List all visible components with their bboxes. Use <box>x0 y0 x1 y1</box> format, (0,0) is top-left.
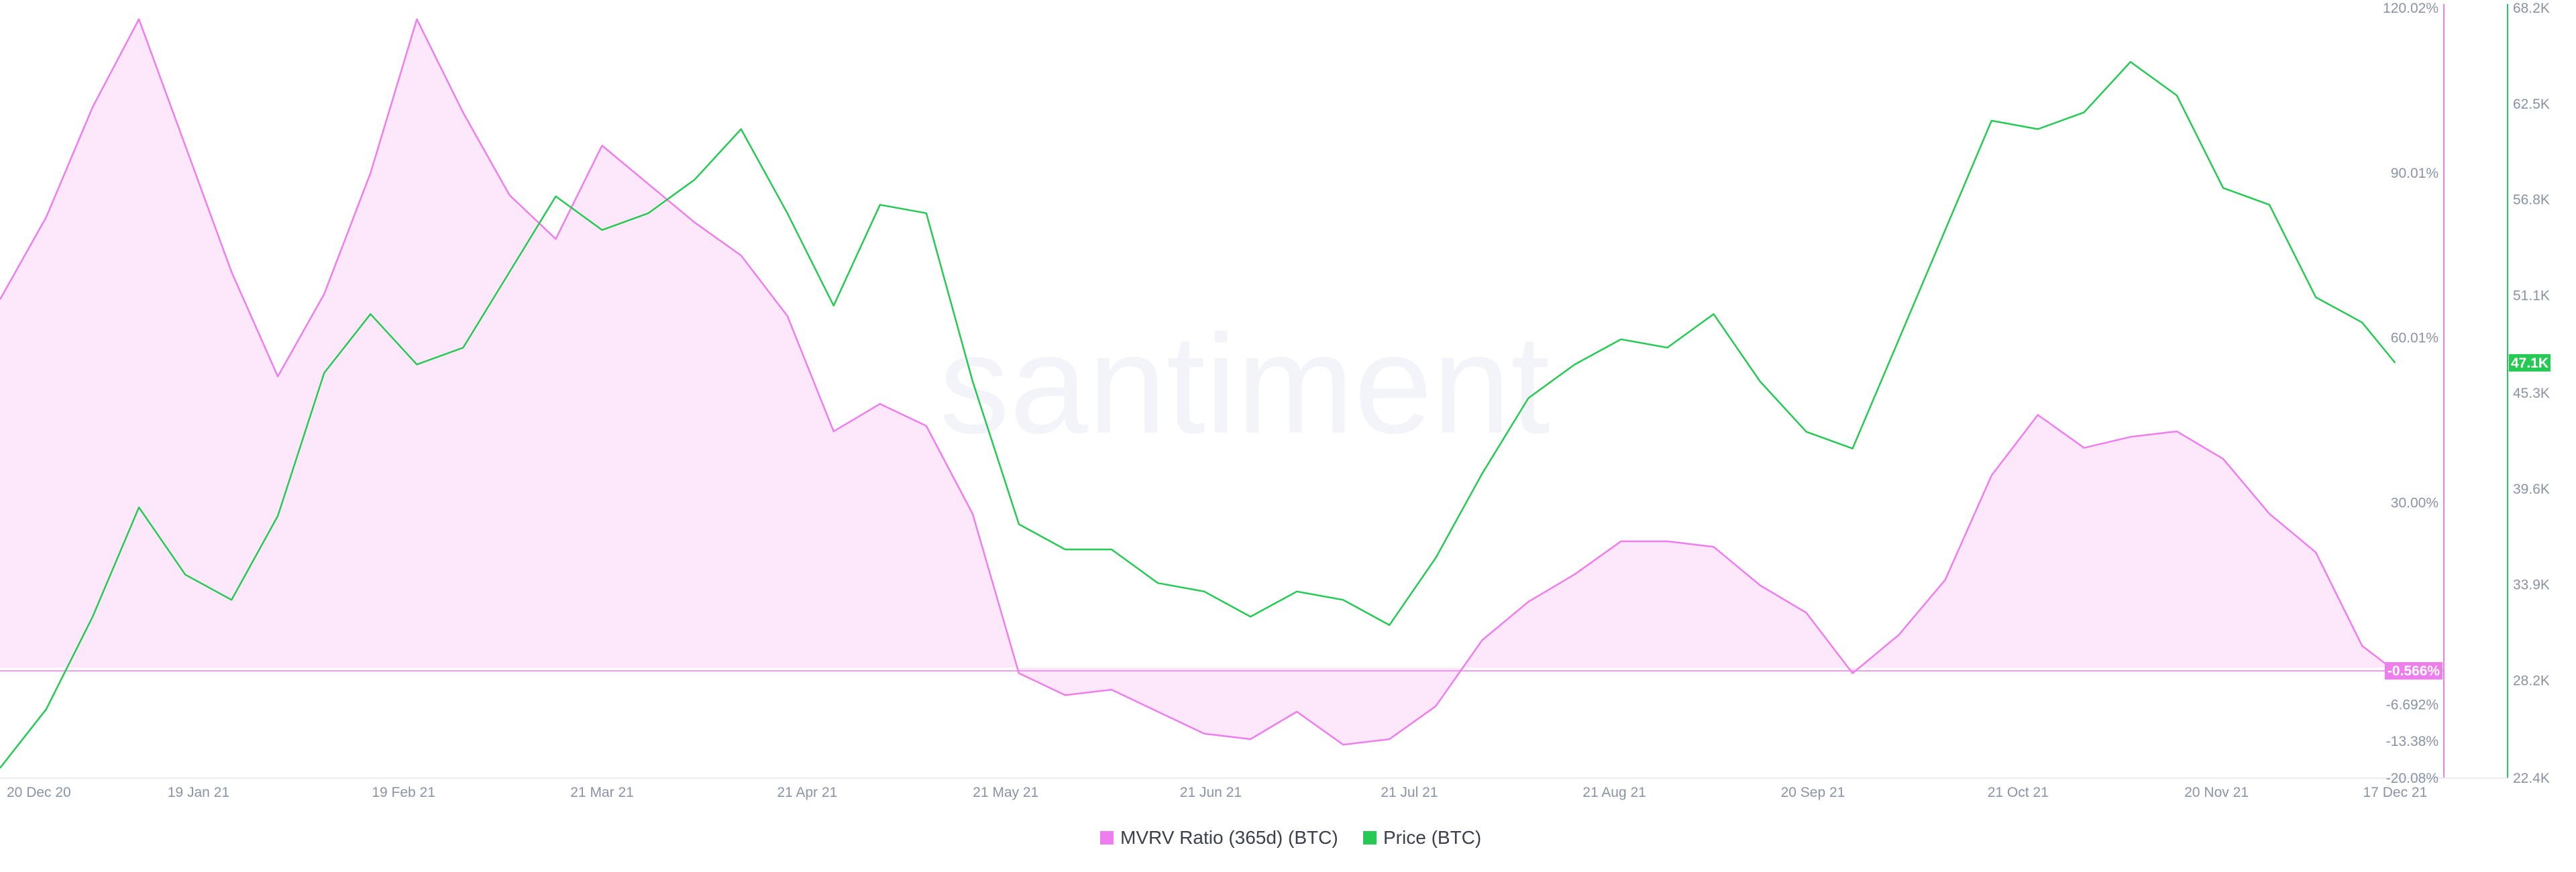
mvrv-current-value: -0.566% <box>2387 663 2440 679</box>
legend-label-price[interactable]: Price (BTC) <box>1383 827 1481 848</box>
x-tick-label: 21 Jun 21 <box>1180 785 1242 800</box>
mvrv-line[interactable] <box>0 18 2396 746</box>
price-tick-label: 68.2K <box>2513 1 2550 16</box>
price-tick-label: 45.3K <box>2513 386 2550 401</box>
legend-swatch-mvrv[interactable] <box>1100 831 1114 844</box>
x-tick-label: 19 Jan 21 <box>168 785 229 800</box>
x-tick-label: 21 May 21 <box>973 785 1038 800</box>
legend-label-mvrv[interactable]: MVRV Ratio (365d) (BTC) <box>1120 827 1338 848</box>
mvrv-tick-label: 90.01% <box>2391 166 2438 181</box>
legend: MVRV Ratio (365d) (BTC) Price (BTC) <box>1100 827 1481 848</box>
mvrv-tick-label: -6.692% <box>2386 697 2438 712</box>
mvrv-area <box>0 19 2396 745</box>
price-tick-label: 39.6K <box>2513 482 2550 497</box>
x-tick-label: 21 Mar 21 <box>570 785 634 800</box>
mvrv-tick-label: 60.01% <box>2391 331 2438 346</box>
price-tick-label: 22.4K <box>2513 771 2550 786</box>
mvrv-tick-label: 120.02% <box>2383 1 2438 16</box>
x-tick-label: 21 Apr 21 <box>777 785 837 800</box>
price-line[interactable] <box>0 60 2396 769</box>
price-current-badge <box>2509 353 2551 372</box>
x-tick-label: 19 Feb 21 <box>372 785 435 800</box>
x-tick-label: 20 Nov 21 <box>2184 785 2249 800</box>
x-tick-label: 20 Dec 20 <box>7 785 71 800</box>
mvrv-tick-label: 30.00% <box>2391 496 2438 511</box>
price-tick-label: 33.9K <box>2513 578 2550 593</box>
price-current-value: 47.1K <box>2511 356 2548 371</box>
x-tick-label: 21 Oct 21 <box>1988 785 2049 800</box>
price-tick-label: 62.5K <box>2513 97 2550 112</box>
watermark: santiment <box>939 305 1550 463</box>
x-tick-label: 21 Jul 21 <box>1381 785 1438 800</box>
mvrv-tick-label: -20.08% <box>2386 771 2438 786</box>
x-tick-label: 21 Aug 21 <box>1582 785 1646 800</box>
price-tick-label: 56.8K <box>2513 193 2550 208</box>
mvrv-current-badge <box>2385 662 2443 680</box>
mvrv-tick-label: -13.38% <box>2386 734 2438 749</box>
price-tick-label: 28.2K <box>2513 673 2550 689</box>
price-tick-label: 51.1K <box>2513 288 2550 304</box>
x-tick-label: 20 Sep 21 <box>1781 785 1845 800</box>
legend-swatch-price[interactable] <box>1363 831 1377 844</box>
x-tick-label: 17 Dec 21 <box>2363 785 2428 800</box>
